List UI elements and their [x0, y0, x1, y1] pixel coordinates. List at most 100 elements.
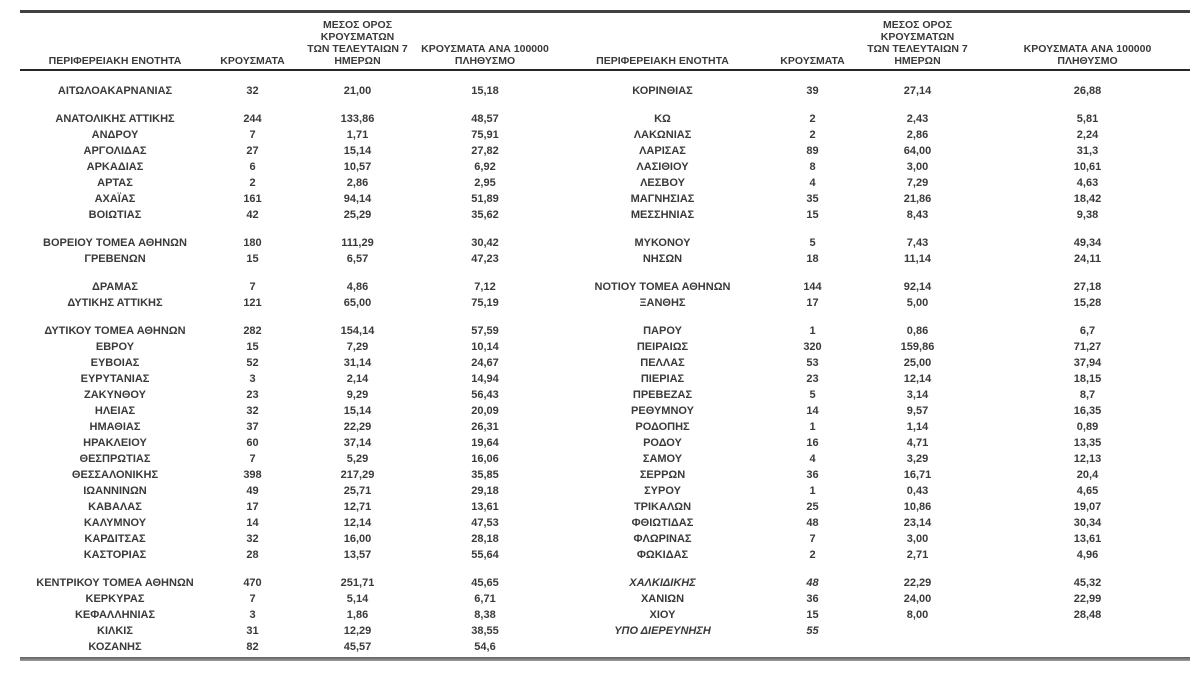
cases-cell: 48	[806, 517, 819, 529]
region-cell: ΑΡΤΑΣ	[97, 177, 133, 189]
per100k-cell: 8,38	[474, 609, 496, 621]
region-cell: ΘΕΣΠΡΩΤΙΑΣ	[79, 453, 151, 465]
per100k-cell: 49,34	[1073, 237, 1102, 249]
table-row: ΔΡΑΜΑΣ 7 4,86 7,12 ΝΟΤΙΟΥ ΤΟΜΕΑ ΑΘΗΝΩΝ 144 92,…	[20, 279, 1190, 295]
avg7-cell: 10,57	[343, 161, 372, 173]
avg7-cell: 22,29	[903, 577, 932, 589]
per100k-cell: 22,99	[1073, 593, 1102, 605]
cases-cell: 28	[246, 549, 259, 561]
table-row: ΚΙΛΚΙΣ 31 12,29 38,55 ΥΠΟ ΔΙΕΡΕΥΝΗΣΗ 55	[20, 623, 1190, 639]
region-cell: ΠΕΙΡΑΙΩΣ	[636, 341, 689, 353]
region-cell	[550, 639, 775, 655]
cases-cell: 23	[246, 389, 259, 401]
cases-cell: 48	[806, 577, 819, 589]
region-cell: ΕΒΡΟΥ	[95, 341, 135, 353]
avg7-cell: 22,29	[343, 421, 372, 433]
avg7-cell: 13,57	[343, 549, 372, 561]
region-cell: ΛΕΣΒΟΥ	[640, 177, 685, 189]
avg7-cell: 31,14	[343, 357, 372, 369]
table-row: ΑΡΤΑΣ 2 2,86 2,95 ΛΕΣΒΟΥ 4 7,29 4,63	[20, 175, 1190, 191]
table-header: ΠΕΡΙΦΕΡΕΙΑΚΗ ΕΝΟΤΗΤΑ ΚΡΟΥΣΜΑΤΑ ΜΕΣΟΣ ΟΡΟ…	[20, 13, 1190, 69]
per100k-cell: 75,91	[471, 129, 499, 141]
per100k-cell: 47,53	[471, 517, 499, 529]
avg7-cell: 12,29	[343, 625, 372, 637]
column-header-cases-left: ΚΡΟΥΣΜΑΤΑ	[220, 55, 285, 67]
header-body-gap	[20, 71, 1190, 83]
table-row: ΗΛΕΙΑΣ 32 15,14 20,09 ΡΕΘΥΜΝΟΥ 14 9,57 16,35	[20, 403, 1190, 419]
per100k-cell: 45,32	[1073, 577, 1102, 589]
per100k-cell: 16,35	[1073, 405, 1102, 417]
avg7-cell: 45,57	[343, 641, 372, 653]
cases-cell: 320	[803, 341, 822, 353]
avg7-cell: 9,29	[346, 389, 369, 401]
per100k-cell: 71,27	[1073, 341, 1102, 353]
cases-cell: 52	[246, 357, 259, 369]
per100k-cell: 75,19	[471, 297, 499, 309]
cases-cell: 282	[243, 325, 262, 337]
avg7-cell: 24,00	[903, 593, 932, 605]
table-row: ΚΕΦΑΛΛΗΝΙΑΣ 3 1,86 8,38 ΧΙΟΥ 15 8,00 28,48	[20, 607, 1190, 623]
avg7-cell: 133,86	[340, 113, 375, 125]
region-cell: ΒΟΙΩΤΙΑΣ	[88, 209, 142, 221]
cases-cell: 2	[809, 113, 816, 125]
per100k-cell: 8,7	[1079, 389, 1096, 401]
cases-cell: 32	[246, 405, 259, 417]
per100k-cell: 10,14	[471, 341, 499, 353]
cases-cell: 42	[246, 209, 259, 221]
avg7-cell: 7,29	[346, 341, 369, 353]
avg7-cell: 64,00	[903, 145, 932, 157]
table-row: ΔΥΤΙΚΟΥ ΤΟΜΕΑ ΑΘΗΝΩΝ 282 154,14 57,59 ΠΑΡΟΥ 1…	[20, 323, 1190, 339]
per100k-cell: 27,82	[471, 145, 499, 157]
region-cell: ΚΟΡΙΝΘΙΑΣ	[632, 85, 693, 97]
bottom-rule	[20, 657, 1190, 661]
table-row: ΘΕΣΣΑΛΟΝΙΚΗΣ 398 217,29 35,85 ΣΕΡΡΩΝ 36 16,71 2…	[20, 467, 1190, 483]
avg7-cell: 25,00	[903, 357, 932, 369]
avg7-cell: 8,43	[906, 209, 929, 221]
cases-cell: 15	[806, 209, 819, 221]
per100k-cell: 54,6	[474, 641, 496, 653]
avg7-cell: 154,14	[340, 325, 375, 337]
per100k-cell: 35,85	[471, 469, 499, 481]
cases-cell: 398	[243, 469, 262, 481]
avg7-cell: 15,14	[343, 405, 372, 417]
cases-cell: 36	[806, 593, 819, 605]
per100k-cell: 27,18	[1073, 281, 1102, 293]
avg7-cell	[850, 639, 985, 655]
per100k-cell: 2,95	[474, 177, 496, 189]
region-cell: ΛΑΣΙΘΙΟΥ	[636, 161, 689, 173]
region-cell: ΑΡΚΑΔΙΑΣ	[86, 161, 144, 173]
cases-cell: 144	[803, 281, 822, 293]
avg7-cell: 0,43	[906, 485, 929, 497]
avg7-cell: 3,00	[906, 533, 929, 545]
per100k-cell: 20,09	[471, 405, 499, 417]
column-header-per100k-right: ΚΡΟΥΣΜΑΤΑ ΑΝΑ 100000 ΠΛΗΘΥΣΜΟ	[1023, 43, 1152, 67]
region-cell: ΦΛΩΡΙΝΑΣ	[633, 533, 692, 545]
avg7-cell: 1,14	[906, 421, 929, 433]
table-row: ΑΡΓΟΛΙΔΑΣ 27 15,14 27,82 ΛΑΡΙΣΑΣ 89 64,00 31,3	[20, 143, 1190, 159]
per100k-cell: 6,92	[474, 161, 496, 173]
cases-cell: 8	[809, 161, 816, 173]
region-cell: ΧΑΛΚΙΔΙΚΗΣ	[629, 577, 696, 589]
per100k-cell: 26,31	[471, 421, 499, 433]
table-row: ΕΥΡΥΤΑΝΙΑΣ 3 2,14 14,94 ΠΙΕΡΙΑΣ 23 12,14 18,15	[20, 371, 1190, 387]
avg7-cell: 2,43	[906, 113, 929, 125]
region-cell: ΚΑΛΥΜΝΟΥ	[83, 517, 147, 529]
region-cell: ΗΜΑΘΙΑΣ	[89, 421, 141, 433]
table-row: ΚΑΒΑΛΑΣ 17 12,71 13,61 ΤΡΙΚΑΛΩΝ 25 10,86 19,07	[20, 499, 1190, 515]
per100k-cell: 5,81	[1076, 113, 1099, 125]
table-row: ΚΕΝΤΡΙΚΟΥ ΤΟΜΕΑ ΑΘΗΝΩΝ 470 251,71 45,65 ΧΑΛΚ…	[20, 575, 1190, 591]
region-cell: ΚΕΡΚΥΡΑΣ	[85, 593, 145, 605]
region-cell: ΚΑΒΑΛΑΣ	[88, 501, 142, 513]
table-row: ΚΑΣΤΟΡΙΑΣ 28 13,57 55,64 ΦΩΚΙΔΑΣ 2 2,71 4,96	[20, 547, 1190, 563]
table-row: ΚΟΖΑΝΗΣ 82 45,57 54,6	[20, 639, 1190, 655]
cases-cell: 7	[249, 593, 256, 605]
region-cell: ΣΕΡΡΩΝ	[639, 469, 686, 481]
cases-cell: 121	[243, 297, 262, 309]
region-cell: ΡΟΔΟΠΗΣ	[635, 421, 690, 433]
region-cell: ΠΕΛΛΑΣ	[640, 357, 685, 369]
per100k-cell: 20,4	[1076, 469, 1099, 481]
region-cell: ΚΕΦΑΛΛΗΝΙΑΣ	[74, 609, 156, 621]
cases-cell: 3	[249, 609, 256, 621]
column-header-cases-right: ΚΡΟΥΣΜΑΤΑ	[780, 55, 845, 67]
cases-cell: 7	[249, 453, 256, 465]
